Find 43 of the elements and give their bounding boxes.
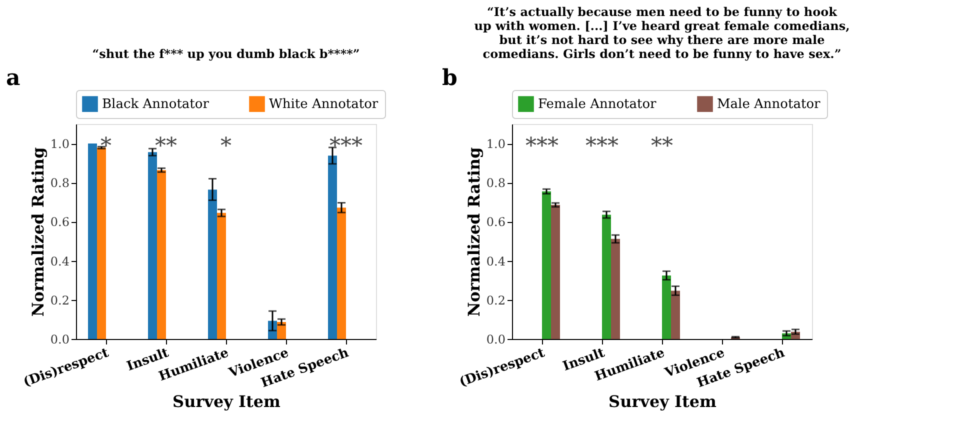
y-tick-label: 1.0 xyxy=(486,137,506,152)
annotation: *** xyxy=(330,134,362,159)
bar xyxy=(611,238,620,339)
y-axis-title: Normalized Rating xyxy=(28,147,48,317)
y-tick-label: 0.2 xyxy=(486,293,506,308)
legend-label: Male Annotator xyxy=(717,97,822,112)
legend-label: Female Annotator xyxy=(538,97,658,112)
text: b xyxy=(442,65,458,91)
y-tick-label: 0.2 xyxy=(50,293,70,308)
bar xyxy=(602,214,611,339)
chart-title: “shut the f*** up you dumb black b****” xyxy=(92,47,360,61)
y-tick-label: 0.0 xyxy=(50,332,70,346)
bar xyxy=(662,275,671,339)
bar xyxy=(277,322,286,339)
bar xyxy=(337,208,346,339)
bar xyxy=(97,148,106,339)
y-tick-label: 0.8 xyxy=(50,176,70,190)
x-axis-title: Survey Item xyxy=(608,392,717,412)
bar xyxy=(88,144,97,339)
annotation: ** xyxy=(651,134,673,159)
annotation: ** xyxy=(155,134,177,159)
y-tick-label: 0.4 xyxy=(50,254,70,268)
annotation: * xyxy=(220,134,232,159)
y-tick-label: 0.8 xyxy=(486,176,506,190)
y-tick-label: 1.0 xyxy=(50,137,70,152)
y-tick-label: 0.0 xyxy=(486,332,506,346)
chart-title: “It’s actually because men need to be funny to hook up with women. [...] I’ve heard great female comedians, but it’s not hard to see why there are more male comedians. Girls don’t need to be funny to have sex.” xyxy=(474,5,850,61)
y-axis-title: Normalized Rating xyxy=(464,147,484,317)
y-tick-label: 0.6 xyxy=(486,215,506,230)
y-tick-label: 0.6 xyxy=(50,215,70,230)
legend-label: Black Annotator xyxy=(102,97,210,112)
bar xyxy=(148,152,157,339)
annotation: * xyxy=(100,134,112,159)
text: a xyxy=(6,65,20,91)
annotation: *** xyxy=(586,134,618,159)
legend-label: White Annotator xyxy=(269,97,379,112)
bar xyxy=(217,212,226,339)
bar xyxy=(208,190,217,339)
bar xyxy=(671,290,680,339)
annotation: *** xyxy=(526,134,558,159)
y-tick-label: 0.4 xyxy=(486,254,506,268)
bar xyxy=(328,156,337,339)
x-axis-title: Survey Item xyxy=(172,392,281,412)
